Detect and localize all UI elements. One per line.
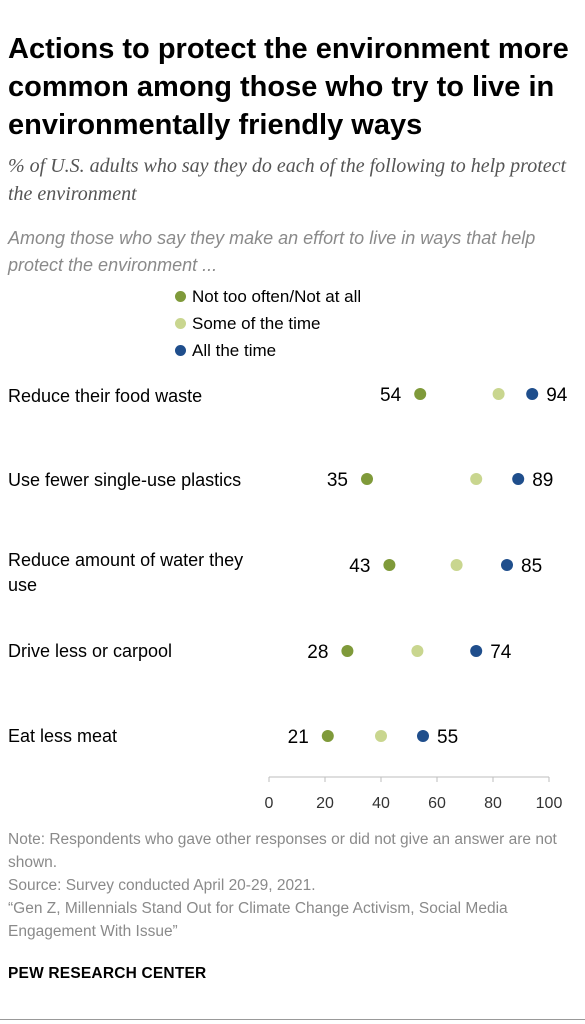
group-note: Among those who say they make an effort … — [8, 228, 536, 275]
legend-label: Some of the time — [192, 314, 321, 333]
x-tick-label: 80 — [484, 795, 502, 812]
chart-subtitle: % of U.S. adults who say they do each of… — [8, 155, 567, 205]
row-label-drive-less: Drive less or carpool — [8, 641, 173, 661]
data-label: 85 — [521, 556, 542, 577]
dot-1-row-4 — [375, 730, 387, 742]
data-label: 54 — [380, 385, 402, 406]
dot-2-row-0 — [526, 388, 539, 400]
dot-0-row-1 — [361, 473, 373, 485]
dot-0-row-4 — [321, 730, 334, 742]
row-label-eat-less-meat: Eat less meat — [8, 726, 118, 746]
legend-item-all-the-time: All the time — [175, 337, 361, 364]
legend-dot — [175, 291, 186, 302]
x-tick-label: 100 — [536, 795, 563, 812]
legend-item-not-too-often: Not too often/Not at all — [175, 283, 361, 310]
data-label: 28 — [307, 642, 328, 663]
dot-1-row-3 — [411, 645, 424, 657]
dot-0-row-3 — [341, 645, 354, 657]
dot-2-row-2 — [501, 559, 513, 571]
x-tick-label: 20 — [316, 795, 334, 812]
dot-0-row-2 — [383, 559, 396, 571]
org-logo-text: PEW RESEARCH CENTER — [8, 965, 207, 982]
legend-dot — [175, 345, 186, 356]
dot-0-row-0 — [414, 388, 427, 400]
dot-1-row-2 — [450, 559, 463, 571]
chart-title: Actions to protect the environment more … — [8, 33, 569, 141]
row-label-food-waste: Reduce their food waste — [8, 386, 203, 406]
dot-2-row-4 — [417, 730, 429, 742]
data-label: 43 — [349, 556, 370, 577]
legend-item-some-of-the-time: Some of the time — [175, 310, 361, 337]
notes: Note: Respondents who gave other respons… — [8, 828, 578, 943]
row-label-single-use-plastics: Use fewer single-use plastics — [8, 470, 242, 490]
x-tick-label: 40 — [372, 795, 390, 812]
data-label: 74 — [490, 642, 512, 663]
report-title: “Gen Z, Millennials Stand Out for Climat… — [8, 900, 508, 940]
row-label-water: Reduce amount of water they use — [8, 550, 244, 595]
bottom-rule — [0, 1019, 585, 1020]
legend-dot — [175, 318, 186, 329]
dot-1-row-0 — [492, 388, 505, 400]
x-tick-label: 0 — [265, 795, 274, 812]
data-label: 35 — [327, 470, 348, 491]
dot-plot: 0 20 40 60 80 100 54 94 35 89 43 85 28 74 21 55 — [265, 385, 568, 812]
data-label: 21 — [288, 727, 309, 748]
dot-2-row-3 — [470, 645, 483, 657]
data-label: 55 — [437, 727, 458, 748]
x-tick-label: 60 — [428, 795, 446, 812]
legend: Not too often/Not at all Some of the tim… — [175, 283, 361, 364]
source-text: Source: Survey conducted April 20-29, 20… — [8, 877, 316, 894]
note-text: Note: Respondents who gave other respons… — [8, 831, 557, 871]
legend-label: Not too often/Not at all — [192, 287, 362, 306]
data-label: 89 — [532, 470, 553, 491]
data-label: 94 — [546, 385, 568, 406]
dot-2-row-1 — [512, 473, 525, 485]
dot-1-row-1 — [470, 473, 483, 485]
legend-label: All the time — [192, 341, 277, 360]
